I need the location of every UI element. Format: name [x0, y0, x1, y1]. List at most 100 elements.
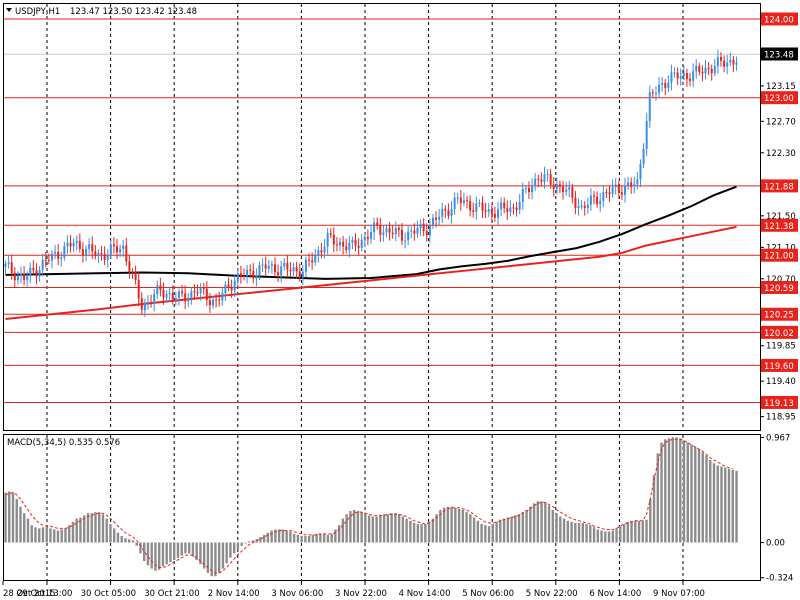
- macd-bar: [517, 514, 521, 543]
- candle-body: [503, 202, 506, 209]
- candle-body: [636, 179, 639, 185]
- candle-body: [583, 205, 586, 208]
- macd-bar: [262, 534, 266, 543]
- macd-bar: [202, 542, 206, 569]
- macd-bar: [529, 506, 532, 543]
- candle-body: [555, 184, 558, 189]
- macd-bar: [435, 514, 438, 543]
- candle-body: [599, 200, 602, 205]
- candle-body: [134, 272, 137, 280]
- candle-body: [695, 65, 698, 72]
- candle-body: [249, 269, 252, 271]
- indicator-label: MACD(5,34,5) 0.535 0.576: [7, 438, 120, 448]
- macd-bar: [71, 521, 75, 543]
- macd-bar: [652, 475, 656, 543]
- candle-body: [546, 174, 549, 176]
- candle-body: [47, 260, 50, 262]
- macd-bar: [480, 524, 483, 543]
- candle-body: [60, 257, 63, 259]
- candle-body: [670, 72, 673, 83]
- macd-bar: [292, 533, 296, 543]
- candle-body: [153, 294, 156, 304]
- macd-bar: [56, 530, 60, 543]
- candle-body: [654, 92, 657, 94]
- macd-bar: [349, 511, 352, 543]
- macd-bar: [690, 444, 693, 543]
- candle-body: [441, 209, 444, 217]
- macd-bar: [622, 524, 626, 543]
- current-price-tag: 123.48: [761, 47, 798, 61]
- chart-header[interactable]: USDJPY,H1 123.47 123.50 123.42 123.48: [6, 7, 197, 17]
- candle-body: [515, 207, 518, 210]
- candle-body: [314, 254, 317, 263]
- candle-body: [255, 275, 258, 279]
- macd-bar: [397, 514, 401, 543]
- macd-bar: [94, 512, 97, 543]
- candle-body: [311, 260, 314, 263]
- macd-bar: [634, 520, 637, 543]
- candle-body: [419, 223, 422, 229]
- macd-bar: [281, 529, 285, 543]
- candle-body: [283, 262, 286, 267]
- candle-body: [280, 266, 283, 276]
- candle-body: [524, 187, 527, 190]
- candle-body: [131, 271, 134, 273]
- candle-body: [301, 271, 304, 278]
- candle-body: [586, 204, 589, 208]
- candle-body: [720, 56, 723, 61]
- candle-body: [673, 72, 676, 74]
- candle-body: [4, 263, 7, 268]
- macd-bar: [555, 513, 558, 543]
- macd-bar: [300, 536, 303, 543]
- candle-body: [100, 252, 103, 255]
- macd-bar: [101, 514, 105, 543]
- candle-body: [159, 285, 162, 290]
- candle-body: [239, 273, 242, 276]
- time-tick-label: 30 Oct 21:00: [144, 589, 199, 599]
- candle-body: [580, 205, 583, 207]
- macd-bar: [274, 529, 277, 543]
- candle-body: [342, 241, 345, 247]
- candle-body: [676, 72, 679, 79]
- macd-bar: [38, 528, 41, 543]
- macd-bar: [75, 518, 78, 543]
- macd-bar: [165, 542, 168, 565]
- macd-bar: [682, 440, 686, 543]
- macd-bar: [409, 520, 412, 543]
- macd-bar: [446, 506, 450, 543]
- macd-bar: [592, 527, 596, 543]
- candle-body: [292, 267, 295, 272]
- candle-body: [543, 174, 546, 182]
- moving-average-line: [5, 185, 737, 280]
- candle-body: [540, 179, 543, 182]
- macd-bar: [60, 529, 63, 543]
- macd-bar: [79, 517, 82, 543]
- macd-bar: [49, 528, 52, 543]
- candle-body: [382, 232, 385, 235]
- candle-body: [252, 270, 255, 279]
- candle-body: [732, 59, 735, 65]
- candle-body: [611, 187, 614, 195]
- candle-body: [413, 230, 416, 234]
- macd-bar: [26, 518, 30, 543]
- macd-bar: [157, 542, 161, 570]
- macd-bar: [720, 466, 723, 543]
- candle-body: [66, 242, 69, 247]
- macd-bar: [735, 470, 738, 543]
- macd-bar: [266, 532, 270, 543]
- macd-bar: [289, 531, 292, 543]
- candle-body: [562, 186, 565, 193]
- candle-body: [639, 163, 642, 180]
- macd-bar: [649, 499, 652, 543]
- chevron-down-icon[interactable]: [6, 8, 12, 12]
- candle-body: [354, 239, 357, 246]
- candle-body: [174, 298, 177, 300]
- macd-bar: [86, 513, 90, 543]
- level-tag: [761, 395, 798, 409]
- candle-body: [277, 272, 280, 276]
- candle-body: [221, 293, 224, 301]
- candle-body: [428, 225, 431, 236]
- candle-body: [116, 246, 119, 253]
- candle-body: [308, 259, 311, 261]
- candlestick-series: [4, 49, 738, 317]
